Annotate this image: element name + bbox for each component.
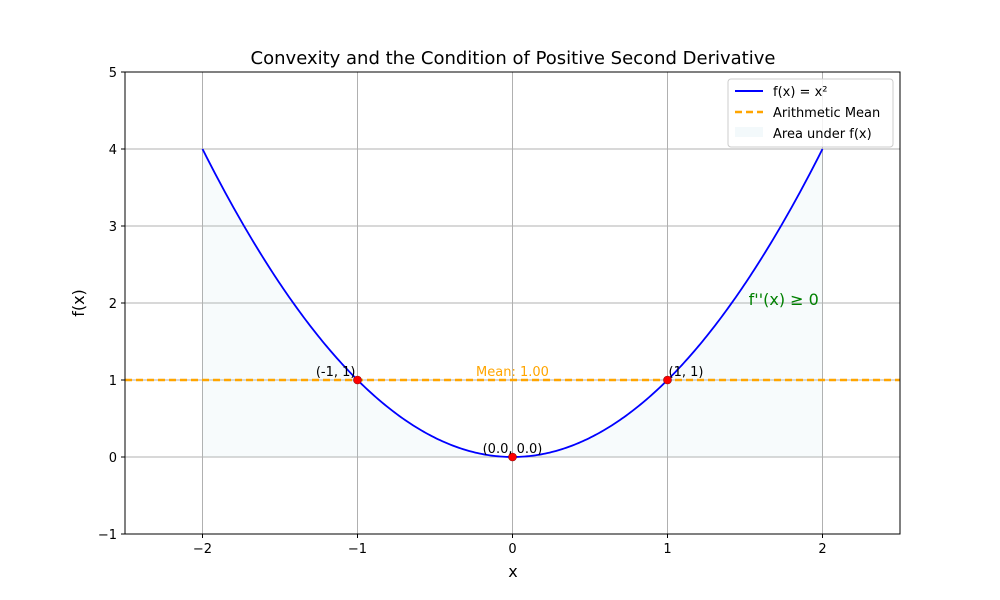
point-label: (0.0, 0.0) (483, 442, 543, 457)
legend-label-area: Area under f(x) (773, 127, 872, 142)
point-label: (-1, 1) (316, 365, 356, 380)
mean-annotation: Mean: 1.00 (476, 365, 549, 380)
y-tick-label: 0 (109, 451, 117, 466)
data-point (663, 375, 672, 385)
x-tick-label: −1 (348, 542, 367, 557)
chart-title: Convexity and the Condition of Positive … (251, 48, 776, 69)
y-tick-label: 2 (109, 297, 117, 312)
points-layer: (-1, 1) (0.0, 0.0) (1, 1) (316, 365, 704, 462)
annotation-layer: Mean: 1.00 f''(x) ≥ 0 (476, 290, 819, 380)
y-tick-label: 4 (109, 143, 117, 158)
legend-box (727, 78, 894, 148)
ticks-layer: −2 −1 0 1 2 −1 0 1 2 3 4 5 (98, 66, 827, 557)
legend-label-mean: Arithmetic Mean (773, 106, 880, 121)
x-tick-label: 2 (818, 542, 826, 557)
y-axis-label: f(x) (69, 289, 88, 317)
second-derivative-annotation: f''(x) ≥ 0 (749, 290, 819, 309)
y-tick-label: 3 (109, 220, 117, 235)
legend: f(x) = x² Arithmetic Mean Area under f(x… (727, 78, 894, 148)
data-point (353, 375, 362, 385)
x-tick-label: 1 (663, 542, 671, 557)
x-axis-label: x (508, 562, 517, 581)
x-tick-label: 0 (508, 542, 516, 557)
data-point (508, 452, 517, 462)
y-tick-label: 1 (109, 374, 117, 389)
legend-label-curve: f(x) = x² (773, 85, 827, 100)
x-tick-label: −2 (193, 542, 212, 557)
point-label: (1, 1) (669, 365, 704, 380)
y-tick-label: 5 (109, 66, 117, 81)
legend-swatch-area (735, 127, 763, 137)
y-tick-label: −1 (98, 528, 117, 543)
